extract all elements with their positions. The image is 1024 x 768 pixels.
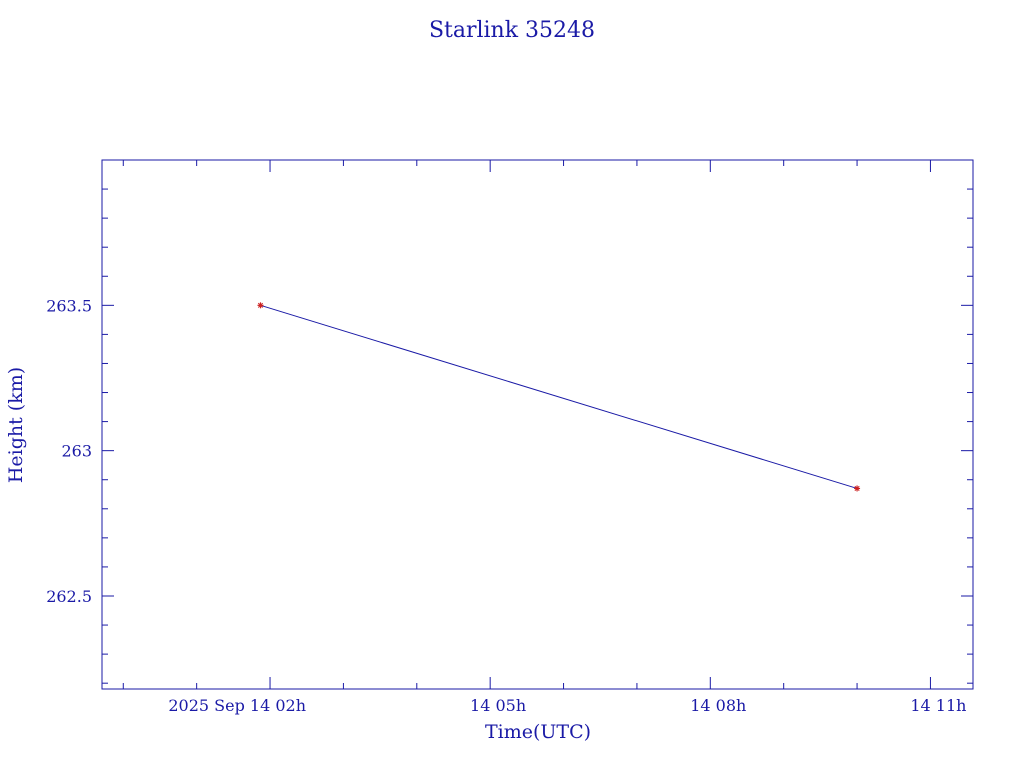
y-tick-label: 263.5 (46, 296, 92, 315)
plot-frame (101, 159, 974, 690)
x-tick-label: 2025 Sep 14 02h (168, 696, 306, 715)
x-tick-labels: 2025 Sep 14 02h 14 05h 14 08h 14 11h (168, 696, 966, 715)
marker-stroke (257, 302, 264, 308)
y-tick-labels: 263.5 263 262.5 (46, 296, 92, 606)
y-axis-label: Height (km) (5, 367, 27, 483)
marker-stroke (854, 485, 860, 491)
series-group (257, 302, 861, 492)
data-point (854, 485, 861, 492)
y-tick-label: 262.5 (46, 587, 92, 606)
x-axis-label: Time(UTC) (485, 721, 591, 743)
series-line (260, 304, 858, 489)
chart-title: Starlink 35248 (429, 18, 595, 43)
y-tick-label: 263 (61, 442, 92, 461)
x-tick-label: 14 08h (690, 696, 746, 715)
x-tick-label: 14 11h (910, 696, 966, 715)
data-point (257, 302, 264, 309)
x-tick-label: 14 05h (470, 696, 526, 715)
axis-ticks (102, 159, 973, 689)
